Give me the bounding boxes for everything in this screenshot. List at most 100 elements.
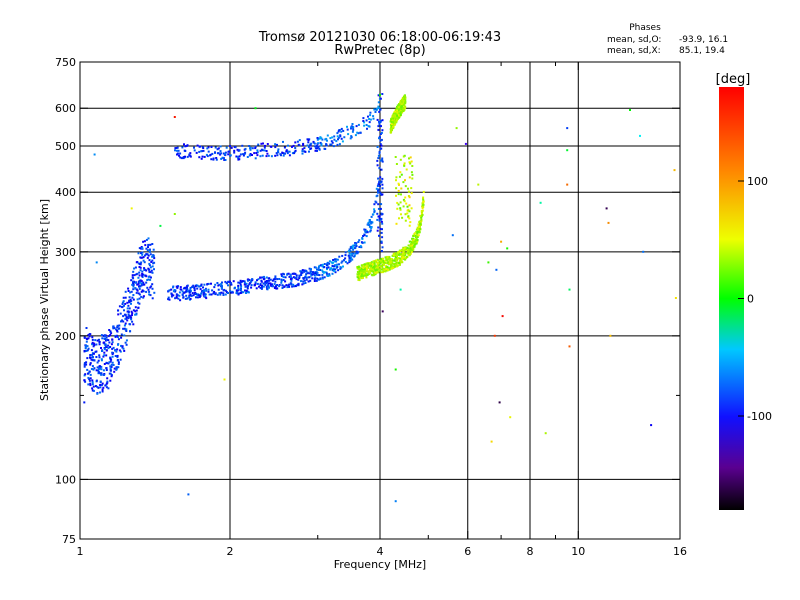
echo-point bbox=[370, 261, 373, 264]
echo-point bbox=[96, 361, 99, 364]
echo-point bbox=[326, 134, 329, 137]
echo-point bbox=[380, 203, 383, 206]
echo-point bbox=[377, 215, 380, 218]
echo-point bbox=[379, 227, 382, 230]
echo-point bbox=[127, 315, 130, 318]
echo-point bbox=[135, 261, 138, 264]
echo-point bbox=[153, 291, 156, 294]
echo-point bbox=[370, 222, 373, 225]
echo-point bbox=[107, 339, 110, 342]
echo-point bbox=[393, 114, 396, 117]
echo-point bbox=[103, 373, 106, 376]
echo-point bbox=[140, 246, 143, 248]
y-tick-label: 300 bbox=[55, 246, 76, 259]
echo-point bbox=[108, 341, 111, 344]
echo-point bbox=[302, 280, 305, 283]
echo-point bbox=[100, 359, 103, 362]
echo-point bbox=[259, 155, 262, 158]
echo-point bbox=[150, 261, 153, 263]
echo-point bbox=[203, 155, 206, 158]
echo-point bbox=[120, 333, 123, 336]
echo-point bbox=[255, 152, 258, 154]
echo-point bbox=[247, 279, 249, 282]
echo-point bbox=[365, 276, 368, 279]
echo-point bbox=[221, 281, 223, 284]
echo-point bbox=[381, 266, 384, 269]
echo-point bbox=[86, 349, 89, 352]
echo-point bbox=[404, 185, 407, 188]
echo-point bbox=[305, 276, 308, 279]
echo-point bbox=[381, 228, 383, 231]
echo-point bbox=[108, 361, 111, 364]
echo-point bbox=[403, 96, 405, 99]
echo-point bbox=[264, 144, 266, 147]
echo-point bbox=[143, 268, 146, 271]
echo-point bbox=[276, 284, 279, 286]
echo-point bbox=[221, 156, 224, 159]
echo-point bbox=[389, 260, 392, 263]
echo-point bbox=[398, 108, 401, 111]
echo-point bbox=[313, 271, 316, 274]
echo-point bbox=[178, 154, 180, 157]
echo-point bbox=[336, 266, 339, 268]
echo-point bbox=[114, 355, 117, 357]
echo-point bbox=[336, 258, 339, 261]
echo-point bbox=[174, 289, 177, 292]
echo-point bbox=[392, 117, 395, 120]
echo-point bbox=[317, 267, 320, 269]
echo-point bbox=[140, 280, 143, 283]
y-tick-label: 600 bbox=[55, 102, 76, 115]
echo-point bbox=[414, 240, 416, 243]
echo-point bbox=[400, 261, 403, 264]
echo-point bbox=[404, 106, 407, 109]
echo-point bbox=[629, 109, 631, 111]
echo-point bbox=[395, 176, 398, 179]
echo-point bbox=[129, 298, 132, 301]
echo-point bbox=[417, 234, 420, 237]
echo-point bbox=[369, 111, 372, 114]
echo-point bbox=[319, 277, 322, 280]
echo-point bbox=[362, 274, 365, 277]
echo-point bbox=[182, 157, 185, 160]
echo-point bbox=[399, 207, 402, 210]
echo-point bbox=[379, 265, 382, 267]
echo-point bbox=[418, 231, 421, 234]
echo-point bbox=[200, 283, 203, 286]
echo-point bbox=[132, 298, 135, 301]
echo-point bbox=[224, 151, 227, 154]
echo-point bbox=[364, 228, 367, 231]
echo-point bbox=[207, 146, 210, 149]
echo-point bbox=[98, 354, 101, 357]
echo-point bbox=[100, 347, 102, 349]
echo-point bbox=[196, 287, 199, 290]
echo-point bbox=[396, 264, 399, 267]
echo-point bbox=[266, 143, 269, 145]
echo-point bbox=[400, 249, 403, 252]
echo-point bbox=[199, 284, 202, 287]
echo-point bbox=[399, 114, 402, 117]
echo-point bbox=[344, 257, 347, 260]
echo-point bbox=[134, 287, 137, 290]
echo-point bbox=[362, 120, 365, 122]
echo-point bbox=[253, 284, 256, 287]
echo-point bbox=[132, 309, 135, 312]
echo-point bbox=[333, 260, 336, 263]
echo-point bbox=[302, 142, 305, 145]
echo-point bbox=[376, 218, 379, 221]
echo-point bbox=[126, 307, 129, 310]
echo-point bbox=[125, 316, 128, 319]
echo-point bbox=[351, 245, 354, 248]
echo-point bbox=[400, 173, 403, 176]
echo-point bbox=[357, 266, 360, 269]
echo-point bbox=[357, 272, 360, 275]
echo-point bbox=[376, 107, 379, 110]
echo-point bbox=[175, 296, 178, 299]
colorbar-tick-label: 100 bbox=[747, 175, 768, 188]
echo-point bbox=[260, 287, 263, 290]
echo-point bbox=[487, 261, 490, 264]
echo-point bbox=[500, 240, 503, 243]
echo-point bbox=[493, 334, 496, 337]
echo-point bbox=[414, 234, 417, 237]
echo-point bbox=[132, 294, 135, 296]
echo-point bbox=[115, 368, 118, 371]
